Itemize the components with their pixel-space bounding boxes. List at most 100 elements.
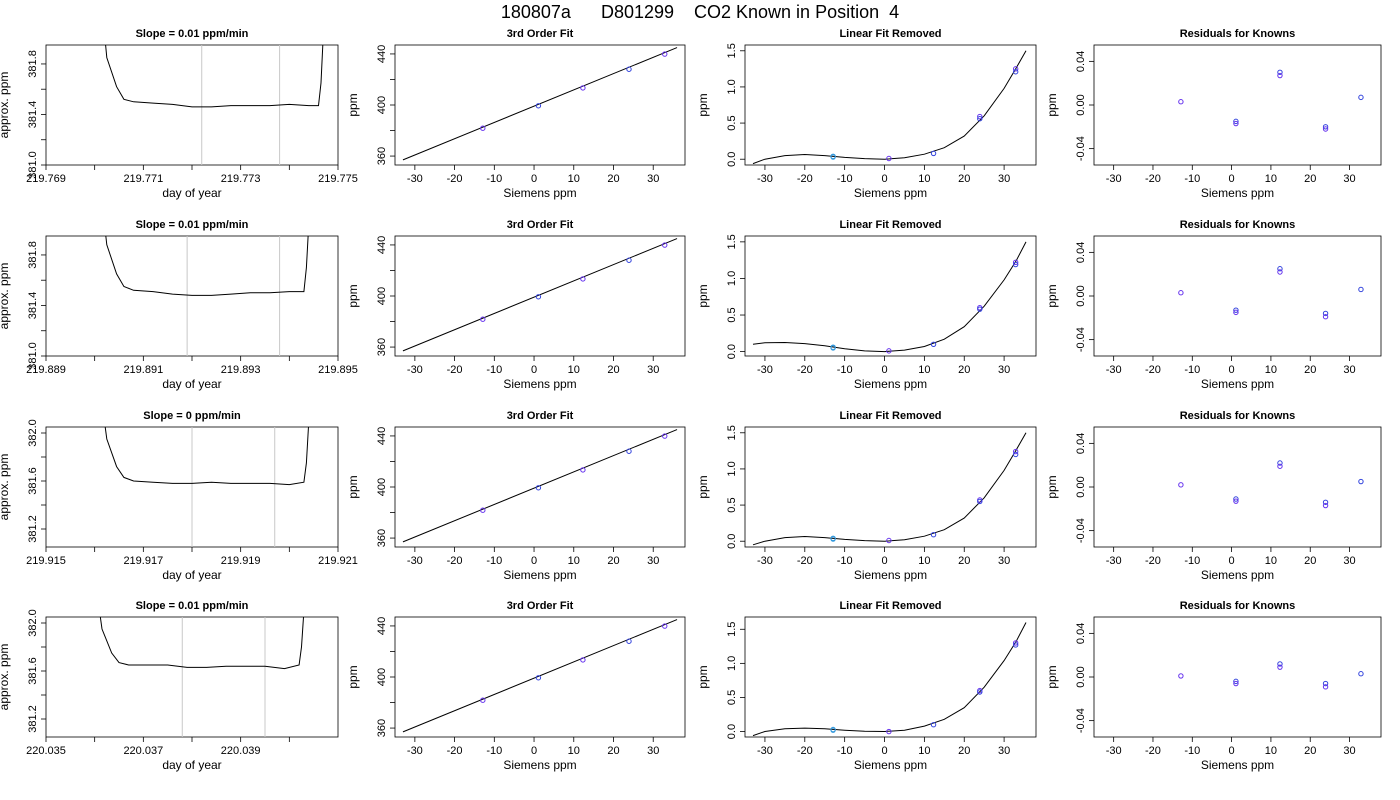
x-axis-label: Siemens ppm (1201, 186, 1274, 200)
x-tick-label: 10 (918, 173, 930, 185)
x-tick-label: 219.919 (221, 555, 261, 567)
x-axis-label: Siemens ppm (854, 186, 927, 200)
data-point (886, 348, 892, 354)
data-point (1178, 99, 1184, 105)
y-tick-label: 0.0 (726, 152, 738, 167)
x-tick-label: 219.895 (318, 364, 358, 376)
x-tick-label: 30 (1343, 555, 1355, 567)
y-axis-label: ppm (346, 475, 360, 498)
x-axis-label: Siemens ppm (1201, 758, 1274, 772)
y-axis-label: ppm (696, 475, 710, 498)
x-tick-label: -30 (1106, 364, 1122, 376)
data-point (580, 657, 586, 663)
x-tick-label: -30 (407, 364, 423, 376)
y-axis-label: ppm (1045, 475, 1059, 498)
data-point (930, 150, 937, 157)
y-tick-label: 360 (376, 719, 388, 737)
data-point (535, 294, 542, 300)
y-tick-label: 400 (376, 287, 388, 305)
x-tick-label: 10 (918, 555, 930, 567)
plot-frame (744, 44, 1037, 166)
x-tick-label: -20 (1145, 745, 1161, 757)
x-axis-label: Siemens ppm (854, 568, 927, 582)
data-point (977, 689, 983, 695)
y-tick-label: 381.6 (27, 657, 39, 685)
data-point (830, 536, 836, 542)
x-tick-label: 219.893 (221, 364, 261, 376)
data-point (1358, 286, 1364, 293)
y-tick-label: 382.0 (27, 609, 39, 637)
x-tick-label: 0 (881, 555, 887, 567)
y-axis-label: ppm (346, 665, 360, 688)
data-point (1012, 69, 1019, 75)
y-tick-label: 0.5 (726, 690, 738, 705)
y-axis-label: ppm (346, 284, 360, 307)
x-tick-label: 0 (531, 745, 537, 757)
y-axis-label: ppm (1045, 284, 1059, 307)
y-axis-label: approx. ppm (0, 454, 11, 521)
x-tick-label: -20 (447, 555, 463, 567)
fit-curve (752, 241, 1027, 353)
y-tick-label: -0.04 (1075, 518, 1087, 543)
x-tick-label: 20 (607, 173, 619, 185)
plot-frame (1093, 44, 1382, 166)
x-tick-label: 10 (1265, 745, 1277, 757)
data-point (977, 306, 983, 312)
panel-title: Linear Fit Removed (839, 28, 941, 40)
fit-curve (752, 50, 1027, 165)
data-point (1233, 680, 1239, 687)
panel-title: Slope = 0.01 ppm/min (136, 219, 249, 231)
x-tick-label: 220.035 (26, 745, 66, 757)
x-tick-label: 20 (607, 555, 619, 567)
y-tick-label: 1.5 (726, 622, 738, 637)
y-tick-label: 360 (376, 147, 388, 165)
y-tick-label: 0.04 (1075, 51, 1087, 72)
x-tick-label: -20 (797, 745, 813, 757)
data-point (1358, 478, 1364, 485)
x-tick-label: 30 (1343, 364, 1355, 376)
y-tick-label: 1.0 (726, 461, 738, 476)
data-point (580, 467, 586, 473)
x-tick-label: 30 (998, 555, 1010, 567)
x-tick-label: 30 (1343, 745, 1355, 757)
data-point (480, 697, 486, 703)
data-point (1233, 496, 1239, 502)
x-tick-label: -10 (1184, 555, 1200, 567)
x-tick-label: 20 (958, 364, 970, 376)
y-tick-label: 0.00 (1075, 666, 1087, 687)
panel-title: Residuals for Knowns (1180, 28, 1296, 40)
x-tick-label: -10 (837, 364, 853, 376)
data-point (830, 154, 836, 160)
x-tick-label: 10 (568, 555, 580, 567)
data-point (1358, 671, 1364, 677)
series-line (99, 617, 305, 670)
data-point (662, 433, 668, 439)
x-tick-label: -20 (447, 364, 463, 376)
x-tick-label: -10 (837, 173, 853, 185)
data-point (1322, 126, 1329, 132)
y-axis-label: ppm (346, 93, 360, 116)
x-tick-label: -30 (1106, 555, 1122, 567)
x-tick-label: 219.775 (318, 173, 358, 185)
y-tick-label: 0.04 (1075, 623, 1087, 644)
data-point (1012, 259, 1019, 266)
y-tick-label: 360 (376, 529, 388, 547)
y-tick-label: 0.04 (1075, 242, 1087, 263)
plot-frame (1093, 616, 1382, 738)
series-line (105, 236, 309, 296)
x-tick-label: -20 (797, 555, 813, 567)
x-tick-label: 20 (1304, 745, 1316, 757)
x-tick-label: 0 (881, 364, 887, 376)
x-axis-label: day of year (162, 758, 221, 772)
x-tick-label: -30 (757, 173, 773, 185)
x-tick-label: 219.915 (26, 555, 66, 567)
data-point (1012, 261, 1019, 268)
x-tick-label: 219.773 (221, 173, 261, 185)
data-point (1322, 314, 1329, 320)
data-point (830, 345, 836, 351)
x-tick-label: 10 (568, 364, 580, 376)
y-tick-label: -0.04 (1075, 708, 1087, 733)
y-tick-label: 381.0 (27, 342, 39, 370)
plot-frame (45, 616, 339, 738)
y-tick-label: 400 (376, 478, 388, 496)
